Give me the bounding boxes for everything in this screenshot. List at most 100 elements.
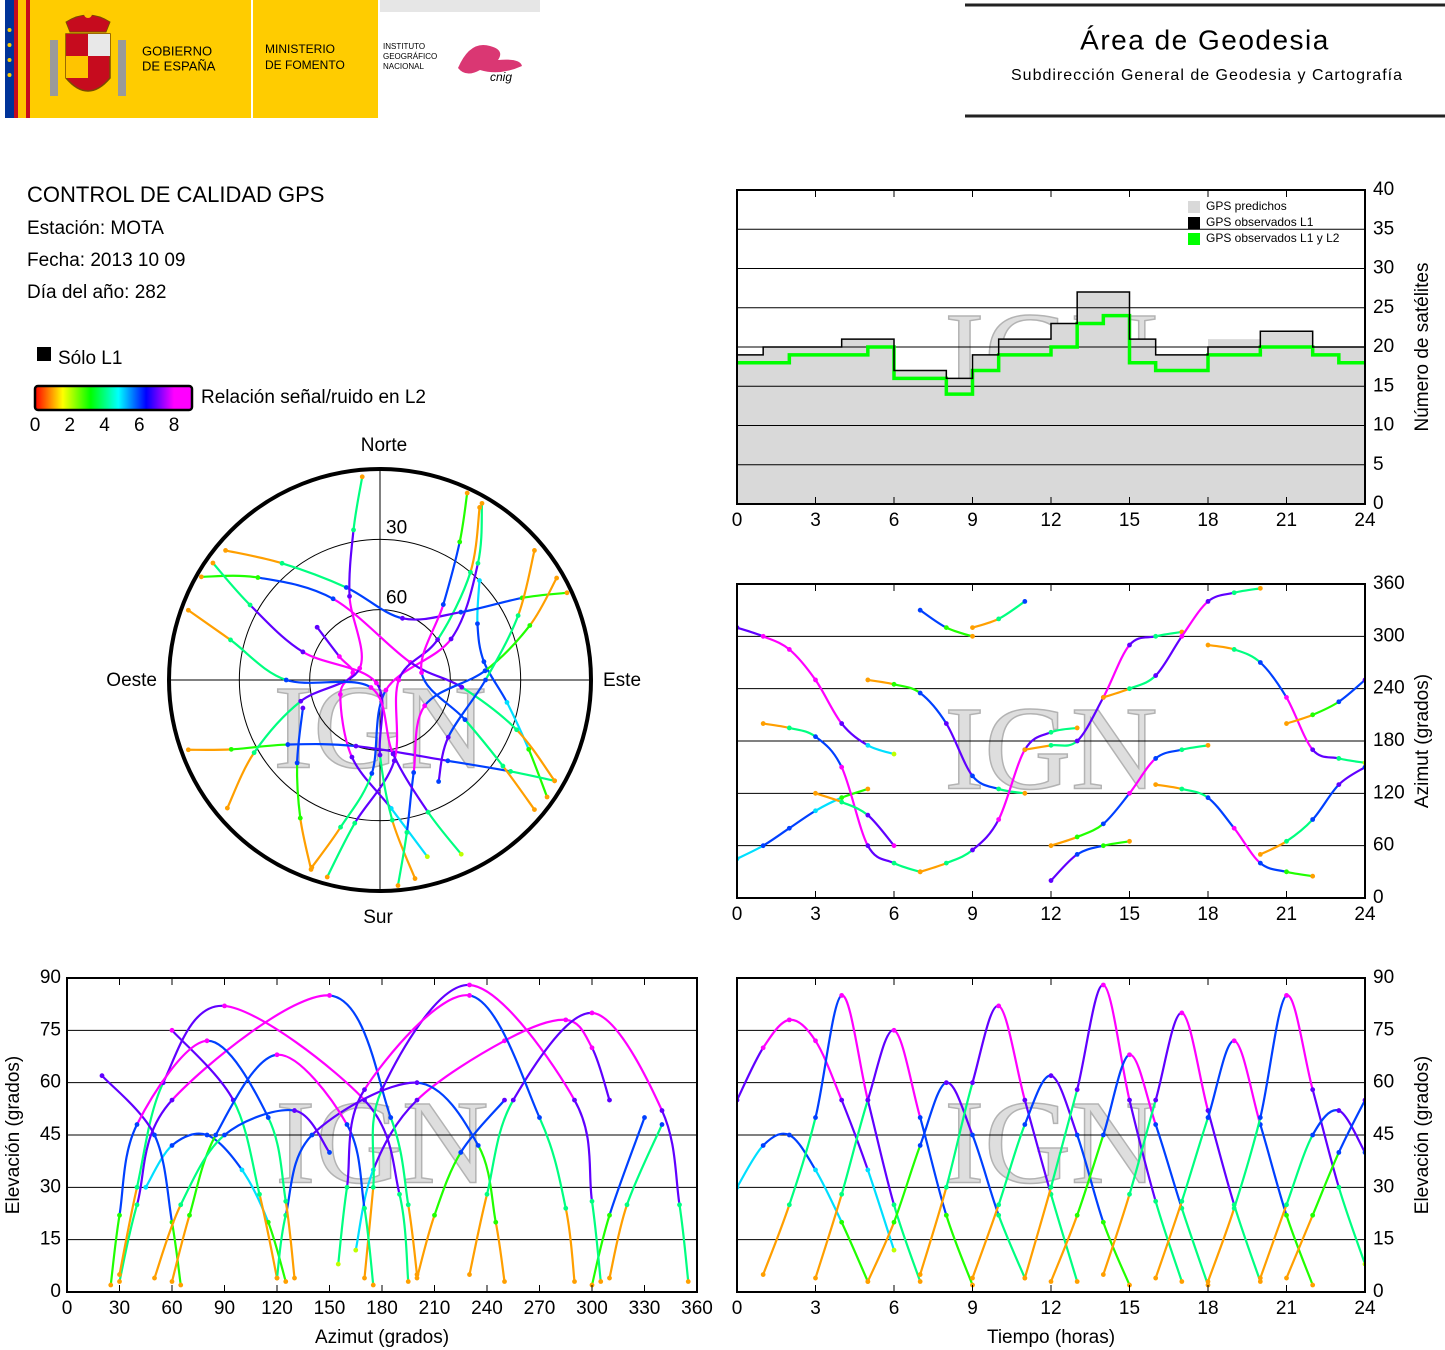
- track-point: [1336, 1108, 1342, 1113]
- track-point: [482, 668, 488, 674]
- track-point: [760, 1272, 766, 1277]
- track-point: [891, 860, 897, 866]
- track-segment: [737, 1144, 764, 1188]
- track-point: [134, 1184, 140, 1190]
- y-tick-label: 45: [40, 1124, 61, 1145]
- track-point: [544, 794, 550, 800]
- track-point: [1127, 1052, 1132, 1058]
- track-point: [970, 847, 975, 853]
- track-point: [786, 647, 792, 652]
- track-segment: [997, 1004, 1026, 1101]
- track-point: [1048, 878, 1054, 883]
- y-tick-label: 240: [1373, 678, 1405, 699]
- track-point: [1048, 1184, 1054, 1190]
- track-point: [314, 624, 320, 630]
- track-segment: [997, 1214, 1026, 1279]
- track-point: [865, 1167, 871, 1173]
- track-point: [169, 1143, 175, 1148]
- track-segment: [171, 1132, 208, 1147]
- track-point: [607, 1212, 612, 1218]
- track-point: [786, 1017, 792, 1023]
- track-point: [1310, 747, 1316, 753]
- track-point: [760, 1045, 766, 1051]
- track-segment: [179, 1134, 226, 1206]
- track-segment: [971, 1134, 1000, 1216]
- track-point: [445, 758, 451, 764]
- track-point: [336, 654, 342, 659]
- l1-only-label: Sólo L1: [58, 348, 122, 369]
- track-point: [352, 820, 358, 826]
- track-segment: [427, 811, 463, 855]
- track-point: [479, 500, 485, 506]
- x-tick-label: 300: [576, 1298, 608, 1319]
- track-point: [350, 670, 356, 676]
- track-segment: [919, 1081, 947, 1146]
- track-point: [1284, 1275, 1289, 1281]
- track-point: [1179, 1198, 1185, 1204]
- track-segment: [919, 692, 948, 725]
- track-point: [185, 607, 191, 613]
- track-point: [1310, 1282, 1316, 1288]
- track-point: [370, 1282, 376, 1288]
- track-segment: [1076, 1134, 1105, 1216]
- track-segment: [412, 705, 426, 773]
- track-segment: [1180, 600, 1209, 637]
- track-point: [891, 681, 897, 687]
- track-point: [419, 670, 424, 676]
- track-point: [388, 1115, 394, 1120]
- track-point: [760, 1143, 766, 1148]
- track-point: [1231, 825, 1237, 831]
- track-segment: [866, 1099, 896, 1206]
- track-point: [572, 1097, 577, 1103]
- track-segment: [1311, 1089, 1340, 1188]
- track-segment: [363, 1099, 401, 1195]
- track-point: [943, 1212, 949, 1218]
- track-segment: [363, 1208, 375, 1286]
- track-point: [659, 1108, 665, 1113]
- track-point: [1257, 585, 1263, 591]
- track-point: [383, 687, 389, 693]
- report-title: CONTROL DE CALIDAD GPS: [27, 182, 324, 207]
- track-point: [169, 1097, 175, 1103]
- colorbar-tick-label: 6: [134, 415, 145, 436]
- track-segment: [506, 701, 530, 750]
- track-point: [330, 596, 336, 602]
- track-segment: [1154, 1124, 1183, 1209]
- track-segment: [1023, 1099, 1053, 1195]
- track-point: [1022, 1122, 1028, 1127]
- report-date: Fecha: 2013 10 09: [27, 250, 185, 271]
- track-segment: [285, 678, 372, 689]
- track-segment: [1233, 827, 1262, 864]
- track-point: [134, 1202, 140, 1208]
- track-point: [970, 1132, 975, 1138]
- track-segment: [528, 577, 558, 627]
- track-point: [344, 1122, 350, 1127]
- track-segment: [1102, 1221, 1131, 1286]
- track-point: [1336, 1150, 1342, 1155]
- track-segment: [348, 596, 363, 669]
- y-axis-label: Elevación (grados): [3, 1056, 24, 1214]
- track-segment: [919, 1117, 948, 1216]
- track-segment: [591, 1011, 664, 1112]
- track-segment: [416, 1081, 480, 1147]
- track-segment: [363, 994, 470, 1091]
- track-segment: [1206, 1039, 1235, 1118]
- track-segment: [375, 682, 384, 756]
- track-point: [255, 575, 261, 580]
- track-point: [865, 677, 871, 683]
- track-point: [760, 843, 766, 849]
- track-segment: [171, 1029, 235, 1101]
- y-tick-label: 0: [1373, 1281, 1384, 1302]
- x-tick-label: 24: [1354, 904, 1376, 925]
- x-tick-label: 3: [810, 510, 821, 531]
- track-segment: [527, 748, 549, 798]
- track-point: [327, 1150, 332, 1155]
- track-point: [685, 1279, 691, 1284]
- track-point: [786, 825, 792, 831]
- y-tick-label: 5: [1373, 454, 1384, 475]
- track-segment: [814, 735, 843, 768]
- track-segment: [232, 1099, 261, 1195]
- track-point: [353, 1247, 359, 1253]
- track-point: [1100, 1272, 1106, 1277]
